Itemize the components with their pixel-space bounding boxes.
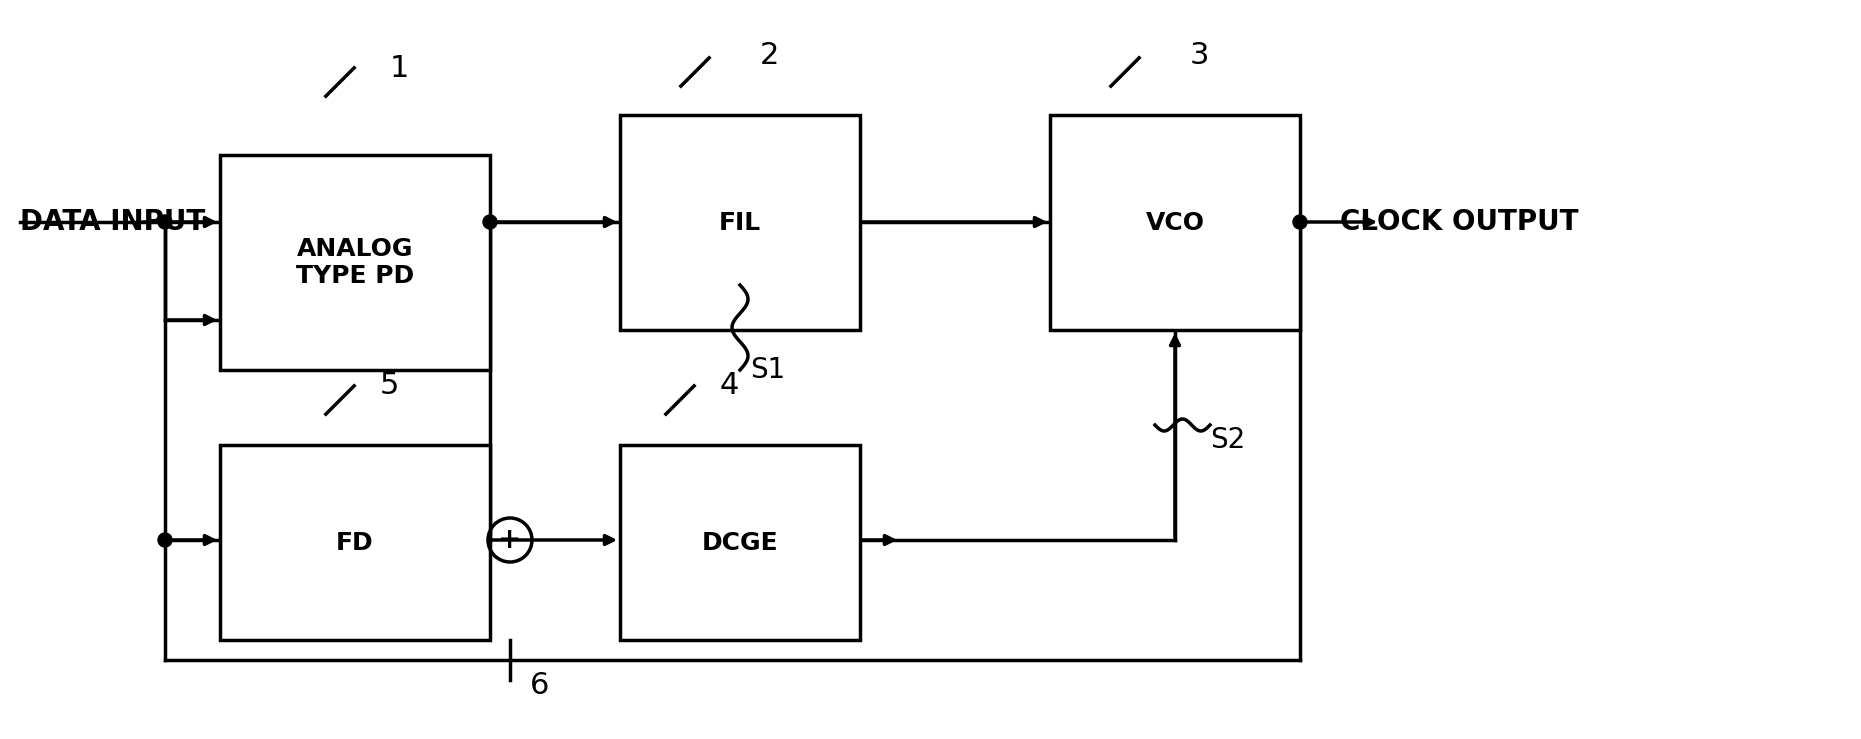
Text: 3: 3 [1189,41,1210,69]
Text: DCGE: DCGE [702,531,778,554]
Circle shape [1293,215,1306,229]
Circle shape [484,215,497,229]
Bar [220,445,489,640]
Text: S1: S1 [750,356,785,384]
Circle shape [158,215,171,229]
Text: ANALOG
TYPE PD: ANALOG TYPE PD [296,236,413,288]
Text: CLOCK OUTPUT: CLOCK OUTPUT [1340,208,1578,236]
Text: VCO: VCO [1146,211,1204,234]
Text: DATA INPUT: DATA INPUT [20,208,205,236]
Text: 1: 1 [391,53,409,83]
Text: 4: 4 [720,370,739,400]
Bar [620,445,860,640]
Text: 6: 6 [530,670,549,700]
Text: +: + [499,526,521,554]
Circle shape [158,533,171,547]
Bar [1050,115,1301,330]
Text: S2: S2 [1210,426,1245,454]
Bar [620,115,860,330]
Bar [220,155,489,370]
Text: FIL: FIL [718,211,761,234]
Text: 5: 5 [380,370,400,400]
Text: 2: 2 [759,41,780,69]
Text: FD: FD [337,531,374,554]
